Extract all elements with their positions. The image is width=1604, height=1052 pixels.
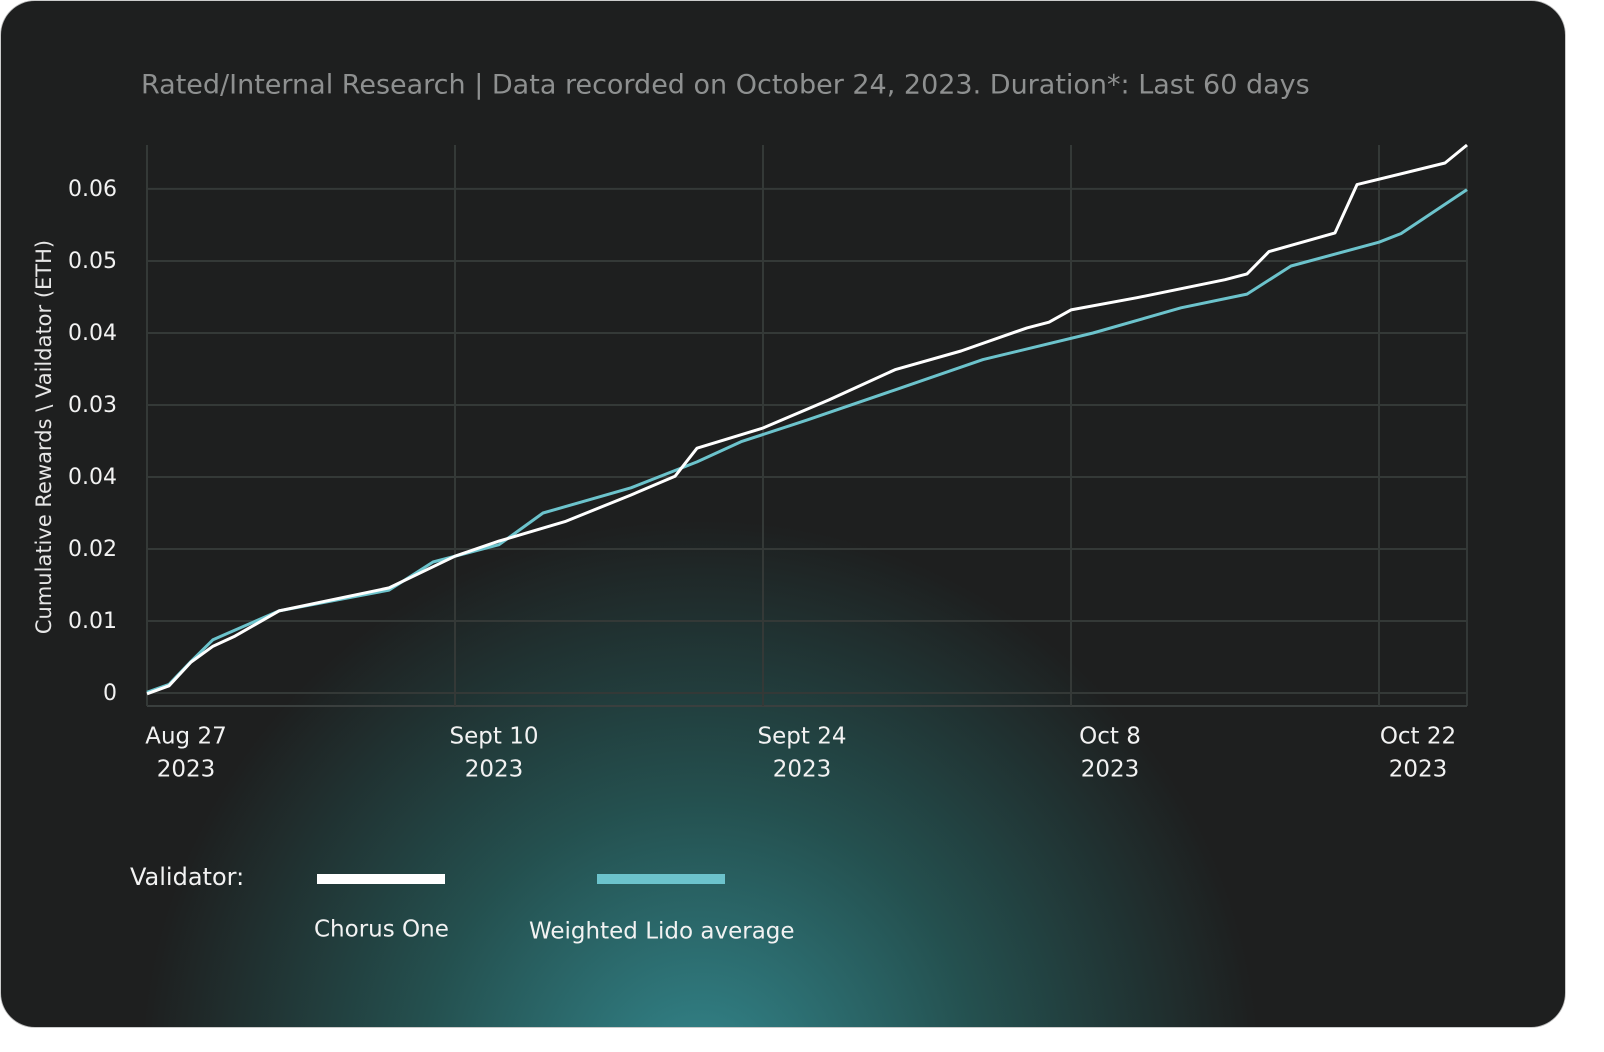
legend-title: Validator: [130, 863, 244, 891]
series-line [146, 188, 1468, 694]
x-tick-label: 2023 [1081, 757, 1140, 783]
y-tick-label: 0.01 [68, 609, 117, 634]
x-tick-label: Aug 27 [145, 724, 227, 750]
x-tick-label: 2023 [773, 757, 832, 783]
x-tick-label: 2023 [1389, 757, 1448, 783]
series-line [146, 143, 1468, 696]
legend-swatch [597, 874, 725, 884]
x-tick-label: 2023 [465, 757, 524, 783]
x-tick-label: Oct 22 [1380, 724, 1456, 750]
y-tick-label: 0.04 [68, 321, 117, 346]
x-tick-label: Sept 24 [758, 724, 847, 750]
y-tick-label: 0.05 [68, 249, 117, 274]
y-tick-label: 0.02 [68, 537, 117, 562]
x-tick-label: Oct 8 [1079, 724, 1141, 750]
y-tick-label: 0.06 [68, 177, 117, 202]
chart-title: Rated/Internal Research | Data recorded … [141, 70, 1310, 101]
y-axis-label: Cumulative Rewards \ Vaildator (ETH) [32, 240, 56, 634]
y-tick-label: 0 [103, 681, 117, 706]
legend-label: Weighted Lido average [529, 919, 795, 945]
legend-label: Chorus One [314, 917, 449, 943]
y-tick-label: 0.04 [68, 465, 117, 490]
y-tick-label: 0.03 [68, 393, 117, 418]
card-glow [1, 1, 1565, 1027]
x-tick-label: 2023 [157, 757, 216, 783]
legend-swatch [317, 874, 445, 884]
x-tick-label: Sept 10 [450, 724, 539, 750]
